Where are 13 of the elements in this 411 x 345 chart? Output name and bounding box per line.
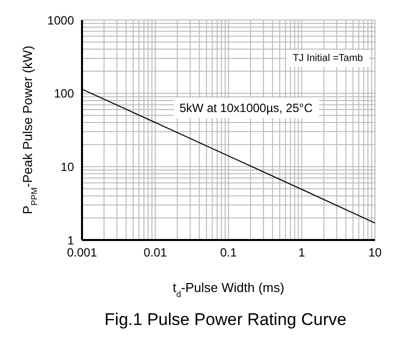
text: Fig.1 Pulse Power Rating Curve xyxy=(104,310,348,330)
y-tick-label: 100 xyxy=(54,86,74,101)
y-tick-label: 1000 xyxy=(47,13,74,28)
x-tick-label: 10 xyxy=(368,246,382,260)
x-tick-label: 0.01 xyxy=(144,246,168,260)
annotation: TJ Initial =Tamb xyxy=(286,50,369,67)
y-tick-label: 1 xyxy=(67,233,74,248)
x-tick-label: 0.001 xyxy=(66,246,98,260)
x-axis-title: t$_{d}$-Pulse Width (ms) xyxy=(172,280,284,299)
annotation: 5kW at 10x1000µs, 25°C xyxy=(174,98,319,118)
x-tick-label: 0.1 xyxy=(220,246,238,260)
x-tick-label: 1 xyxy=(298,246,306,260)
y-tick-label: 10 xyxy=(60,160,74,174)
